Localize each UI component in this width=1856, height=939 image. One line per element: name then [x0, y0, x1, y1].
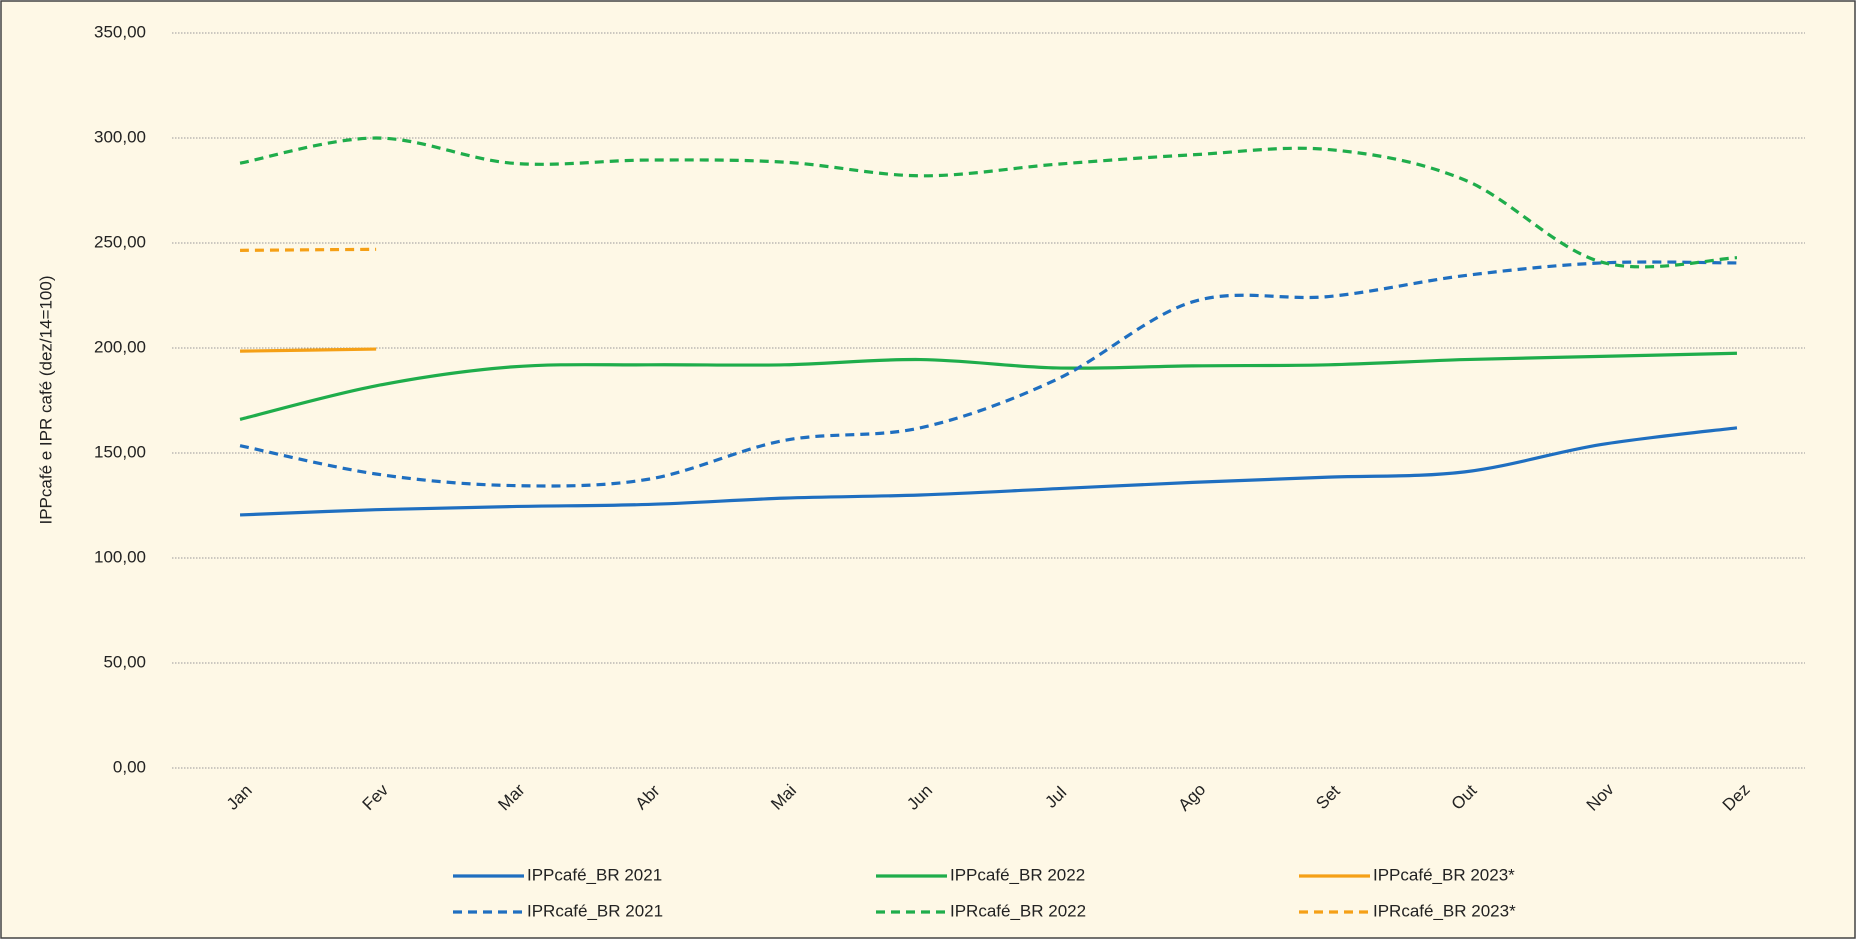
series-line — [240, 347, 377, 353]
series-line — [239, 351, 1737, 421]
series-line — [239, 260, 1737, 488]
series-line — [239, 136, 1738, 269]
series-line — [239, 426, 1738, 517]
series-line — [240, 247, 377, 252]
y-tick-label: 0,00 — [113, 757, 146, 776]
legend-label: IPRcafé_BR 2023* — [1373, 901, 1516, 920]
y-tick-label: 350,00 — [94, 22, 146, 41]
y-tick-label: 50,00 — [103, 652, 146, 671]
y-tick-label: 100,00 — [94, 547, 146, 566]
legend-label: IPPcafé_BR 2021 — [527, 865, 662, 884]
legend-label: IPPcafé_BR 2023* — [1373, 865, 1515, 884]
y-tick-label: 300,00 — [94, 127, 146, 146]
legend-label: IPRcafé_BR 2022 — [950, 901, 1086, 920]
y-tick-label: 250,00 — [94, 232, 146, 251]
legend-label: IPRcafé_BR 2021 — [527, 901, 663, 920]
legend-label: IPPcafé_BR 2022 — [950, 865, 1085, 884]
y-axis-label: IPPcafé e IPR café (dez/14=100) — [36, 275, 55, 524]
y-tick-label: 150,00 — [94, 442, 146, 461]
y-tick-label: 200,00 — [94, 337, 146, 356]
